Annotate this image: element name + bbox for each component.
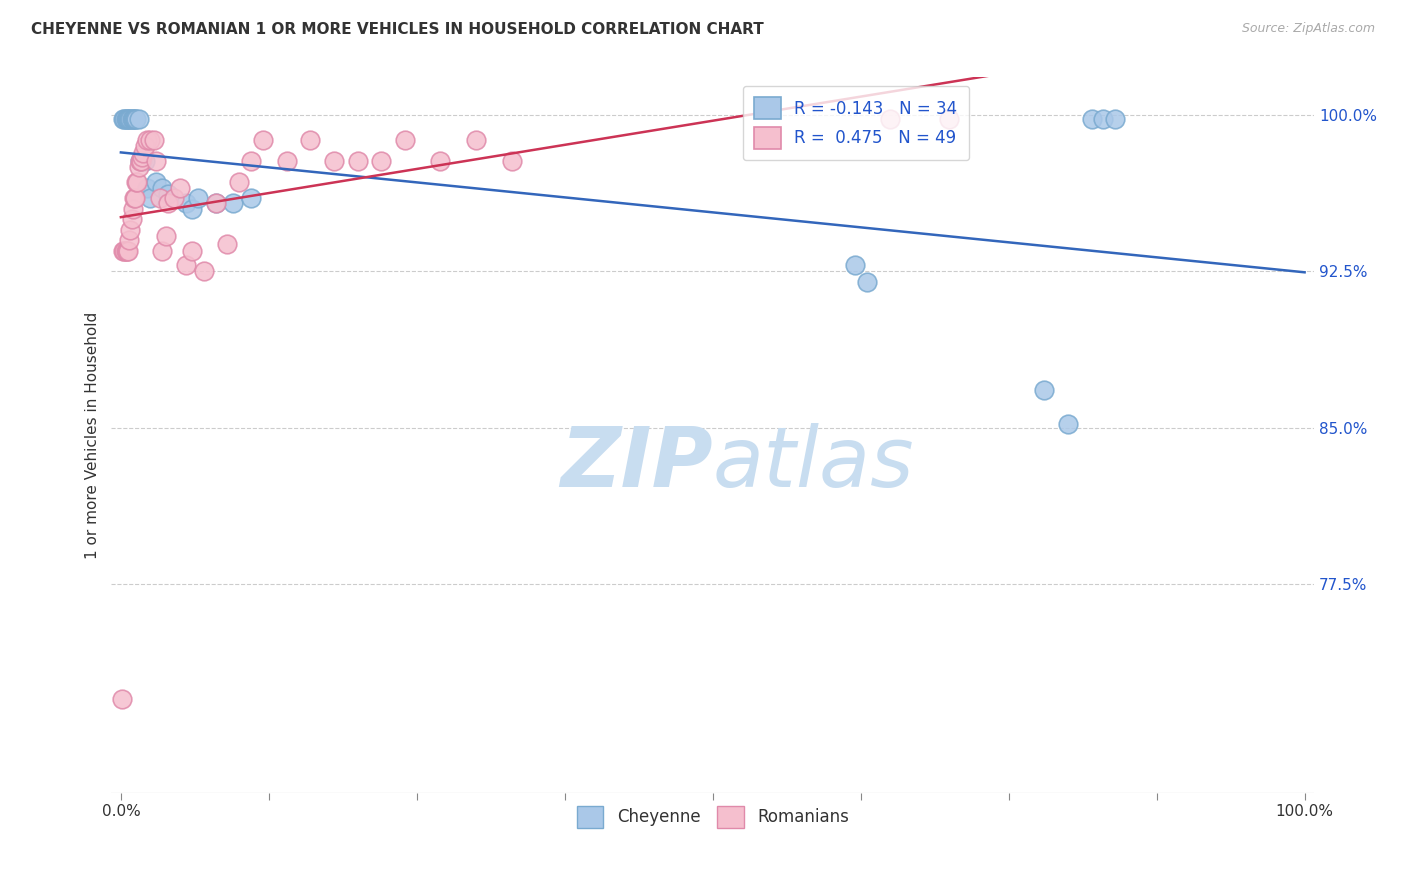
Text: Source: ZipAtlas.com: Source: ZipAtlas.com (1241, 22, 1375, 36)
Point (128, 160, 150, 174)
Y-axis label: 1 or more Vehicles in Household: 1 or more Vehicles in Household (86, 311, 100, 558)
Point (127, 175, 149, 189)
Point (118, 233, 141, 247)
Point (124, 191, 146, 205)
Point (938, 112, 960, 127)
Point (193, 264, 215, 278)
Text: CHEYENNE VS ROMANIAN 1 OR MORE VEHICLES IN HOUSEHOLD CORRELATION CHART: CHEYENNE VS ROMANIAN 1 OR MORE VEHICLES … (31, 22, 763, 37)
Point (169, 181, 191, 195)
Point (112, 112, 135, 127)
Point (252, 133, 274, 147)
Point (125, 112, 148, 127)
Legend: Cheyenne, Romanians: Cheyenne, Romanians (569, 799, 855, 834)
Point (145, 153, 167, 168)
Point (276, 153, 298, 168)
Point (115, 112, 138, 127)
Point (122, 112, 145, 127)
Point (228, 175, 250, 189)
Point (1104, 112, 1126, 127)
Point (879, 112, 901, 127)
Point (187, 191, 209, 205)
Point (139, 191, 162, 205)
Point (855, 275, 877, 289)
Point (157, 187, 180, 202)
Point (132, 145, 155, 160)
Point (145, 175, 167, 189)
Point (394, 133, 416, 147)
Point (139, 133, 162, 147)
Point (323, 153, 346, 168)
Point (128, 153, 150, 168)
Point (143, 133, 166, 147)
Point (217, 237, 239, 252)
Point (163, 191, 186, 205)
Point (370, 153, 392, 168)
Point (120, 112, 142, 127)
Point (429, 153, 451, 168)
Point (121, 202, 143, 216)
Point (129, 153, 152, 168)
Point (114, 244, 136, 258)
Point (120, 222, 142, 236)
Point (115, 244, 138, 258)
Point (150, 181, 173, 195)
Point (114, 112, 136, 127)
Point (128, 153, 150, 168)
Point (180, 202, 202, 216)
Point (121, 112, 143, 127)
Point (128, 112, 150, 127)
Point (174, 195, 197, 210)
Point (240, 153, 263, 168)
Point (346, 153, 368, 168)
Point (122, 191, 145, 205)
Point (134, 139, 156, 153)
Point (1033, 383, 1056, 397)
Point (134, 153, 156, 168)
Point (135, 133, 157, 147)
Point (240, 191, 263, 205)
Point (222, 195, 245, 210)
Point (204, 195, 226, 210)
Point (114, 112, 136, 127)
Point (118, 112, 141, 127)
Text: atlas: atlas (713, 423, 914, 504)
Point (204, 195, 226, 210)
Point (114, 244, 136, 258)
Point (155, 228, 177, 243)
Point (111, 691, 134, 706)
Point (299, 133, 322, 147)
Point (121, 112, 143, 127)
Point (180, 244, 202, 258)
Point (465, 133, 488, 147)
Point (135, 181, 157, 195)
Point (501, 153, 523, 168)
Point (1057, 417, 1080, 431)
Point (174, 258, 197, 272)
Point (117, 112, 139, 127)
Point (131, 153, 153, 168)
Point (125, 175, 148, 189)
Text: ZIP: ZIP (560, 423, 713, 504)
Point (1092, 112, 1115, 127)
Point (1080, 112, 1102, 127)
Point (112, 244, 135, 258)
Point (157, 195, 180, 210)
Point (124, 112, 146, 127)
Point (150, 244, 173, 258)
Point (844, 258, 866, 272)
Point (131, 150, 153, 164)
Point (117, 244, 139, 258)
Point (121, 212, 143, 227)
Point (149, 191, 172, 205)
